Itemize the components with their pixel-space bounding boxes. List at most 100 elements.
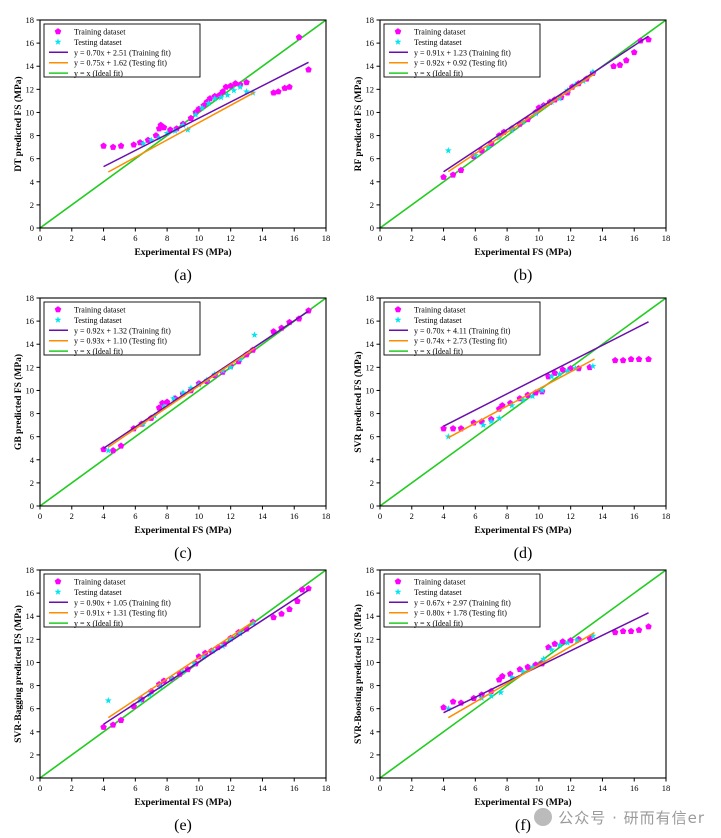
x-tick-label: 10: [535, 233, 544, 243]
x-tick-label: 8: [165, 783, 169, 793]
testing-point: [224, 91, 231, 99]
testing-point: [160, 403, 168, 410]
testing-point: [540, 655, 548, 662]
plot-frame: [379, 19, 667, 229]
legend-testing-label: Testing dataset: [414, 38, 462, 47]
training-point: [187, 114, 195, 121]
legend-testing-marker: [394, 38, 402, 45]
x-tick-label: 6: [133, 511, 137, 521]
training-point: [630, 48, 638, 56]
y-tick-label: 0: [30, 223, 34, 233]
x-tick-label: 18: [662, 783, 671, 793]
legend-testing-label: Testing dataset: [74, 588, 122, 597]
training-point: [117, 442, 125, 449]
training-point: [449, 425, 457, 432]
y-axis-label: SVR predicted FS (MPa): [353, 351, 364, 452]
legend-ideal-label: y = x (Ideal fit): [414, 347, 463, 356]
testing-point: [104, 696, 112, 704]
training-point: [449, 171, 457, 178]
testing-point: [227, 635, 235, 643]
training-point: [232, 80, 239, 87]
testing-point: [572, 364, 579, 372]
y-tick-label: 18: [366, 15, 375, 25]
testing-point: [564, 367, 571, 374]
training-point: [117, 142, 125, 149]
testing-point: [484, 143, 492, 151]
x-tick-label: 12: [226, 783, 235, 793]
legend-training-fit-label: y = 0.92x + 1.32 (Training fit): [74, 326, 171, 335]
plot-frame: [39, 569, 327, 779]
legend-ideal-label: y = x (Ideal fit): [414, 619, 463, 628]
training-point: [100, 142, 107, 149]
y-tick-label: 18: [26, 15, 35, 25]
testing-point: [538, 386, 546, 394]
testing-point: [589, 362, 597, 370]
training-point: [275, 88, 282, 95]
legend-training-marker: [54, 578, 62, 585]
y-tick-label: 4: [370, 727, 375, 737]
training-point: [298, 586, 306, 593]
y-tick-label: 0: [370, 501, 374, 511]
testing-point: [479, 421, 487, 429]
y-tick-label: 2: [30, 200, 34, 210]
training-point: [155, 404, 163, 411]
legend-testing-marker: [54, 316, 62, 323]
legend-training-label: Training dataset: [74, 578, 126, 587]
legend-training-marker: [394, 28, 402, 35]
testing-point: [243, 88, 250, 95]
watermark-text: 公众号 · 研而有信er: [558, 809, 705, 827]
y-tick-label: 16: [366, 588, 375, 598]
training-point: [227, 82, 234, 89]
testing-point: [529, 392, 536, 400]
y-axis-label: SVR-Boosting predicted FS (MPa): [353, 604, 364, 744]
x-tick-label: 18: [322, 511, 331, 521]
x-axis-label: Experimental FS (MPa): [474, 525, 571, 536]
training-fit-line: [443, 321, 649, 427]
y-tick-label: 8: [370, 409, 374, 419]
y-tick-label: 8: [30, 681, 34, 691]
training-point: [559, 638, 566, 645]
x-tick-label: 10: [195, 233, 204, 243]
testing-point: [104, 446, 112, 454]
testing-point: [556, 94, 563, 102]
testing-point: [168, 675, 176, 682]
chart-panel-a: 00 2 2 4 4 6 6 8 8 10 10 12 12 14 14 16 16 18 18 Experiment…: [13, 15, 330, 284]
training-point: [627, 627, 635, 634]
x-axis-label: Experimental FS (MPa): [474, 797, 571, 808]
x-tick-label: 18: [322, 783, 331, 793]
x-tick-label: 4: [101, 511, 106, 521]
y-tick-label: 10: [366, 657, 375, 667]
y-tick-label: 0: [30, 773, 34, 783]
testing-point: [179, 121, 187, 129]
y-tick-label: 0: [370, 773, 374, 783]
legend-ideal-label: y = x (Ideal fit): [74, 619, 123, 628]
testing-point: [147, 136, 155, 144]
testing-point: [170, 394, 177, 402]
y-tick-label: 2: [30, 750, 34, 760]
x-tick-label: 6: [473, 511, 477, 521]
y-tick-label: 14: [26, 61, 35, 71]
ideal-fit-line: [40, 298, 326, 506]
testing-point: [251, 331, 258, 338]
training-point: [611, 357, 619, 364]
x-tick-label: 2: [410, 783, 414, 793]
y-tick-label: 18: [366, 293, 375, 303]
x-axis-label: Experimental FS (MPa): [474, 247, 571, 258]
legend-training-fit-label: y = 0.91x + 1.23 (Training fit): [414, 48, 511, 57]
x-tick-label: 2: [410, 233, 414, 243]
x-tick-label: 14: [258, 511, 267, 521]
y-tick-label: 10: [26, 107, 35, 117]
y-tick-label: 10: [26, 385, 35, 395]
training-point: [623, 57, 630, 64]
plot-frame: [39, 19, 327, 229]
y-axis-label: RF predicted FS (MPa): [353, 77, 364, 172]
legend-ideal-label: y = x (Ideal fit): [74, 69, 123, 78]
legend-box: [43, 573, 201, 628]
y-tick-label: 10: [366, 385, 375, 395]
legend-ideal-label: y = x (Ideal fit): [74, 347, 123, 356]
y-axis-label: DT predicted FS (MPa): [13, 76, 24, 171]
x-tick-label: 18: [662, 511, 671, 521]
